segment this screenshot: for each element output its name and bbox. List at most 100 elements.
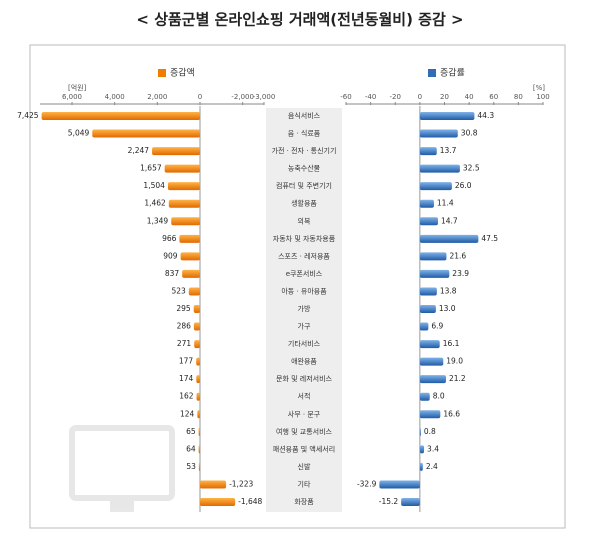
category-label: 가전 · 전자 · 통신기기 — [272, 146, 337, 155]
category-label: 가방 — [298, 304, 311, 313]
bar — [167, 182, 200, 191]
tick-label: 60 — [489, 93, 498, 101]
bar — [419, 182, 452, 191]
chart-title: < 상품군별 온라인쇼핑 거래액(전년동월비) 증감 > — [136, 11, 463, 29]
bar — [168, 199, 200, 208]
value-label: 16.1 — [443, 339, 460, 348]
tick-label: 80 — [514, 93, 523, 101]
bar — [419, 147, 437, 156]
value-label: 295 — [176, 304, 191, 313]
bar — [200, 480, 227, 489]
value-label: -15.2 — [379, 497, 399, 506]
value-label: 1,462 — [144, 199, 166, 208]
value-label: 21.2 — [449, 374, 466, 383]
value-label: 53 — [186, 462, 196, 471]
value-label: 21.6 — [449, 251, 466, 260]
bar — [419, 234, 479, 243]
value-label: 14.7 — [441, 216, 458, 225]
category-label: 여행 및 교통서비스 — [276, 427, 333, 436]
value-label: 13.8 — [440, 286, 457, 295]
bar — [188, 287, 200, 296]
bar — [198, 462, 200, 471]
category-label: 사무 · 문구 — [288, 409, 321, 418]
value-label: 32.5 — [463, 164, 480, 173]
value-label: -32.9 — [357, 479, 377, 488]
value-label: 2,247 — [128, 146, 150, 155]
category-label: 기타서비스 — [288, 339, 321, 348]
tick-label: -2,000 — [231, 93, 254, 101]
value-label: 5,049 — [68, 129, 90, 138]
bar — [152, 147, 200, 156]
value-label: 271 — [177, 339, 192, 348]
bar — [198, 445, 200, 454]
bar — [171, 217, 200, 226]
value-label: 8.0 — [433, 392, 445, 401]
bar — [194, 340, 200, 349]
tick-label: 100 — [536, 93, 549, 101]
bar — [200, 498, 236, 506]
category-label: 음식서비스 — [288, 111, 321, 120]
bar — [196, 392, 200, 401]
bar — [419, 340, 440, 349]
category-label: 패션용품 및 액세서리 — [273, 444, 335, 453]
value-label: 44.3 — [477, 111, 494, 120]
bar — [419, 217, 438, 226]
value-label: 523 — [172, 286, 187, 295]
bar — [419, 375, 446, 384]
bar — [419, 305, 436, 313]
bar — [419, 164, 460, 173]
category-column — [266, 108, 342, 512]
category-label: 문화 및 레저서비스 — [276, 374, 333, 383]
bar — [180, 252, 200, 261]
category-label: 농축수산물 — [288, 164, 321, 173]
legend-swatch — [428, 69, 436, 77]
bar — [193, 322, 200, 331]
value-label: 0.8 — [424, 427, 436, 436]
bar — [419, 269, 450, 278]
value-label: 13.0 — [439, 304, 456, 313]
bar — [419, 129, 458, 138]
category-label: 생활용품 — [291, 199, 317, 208]
frame — [29, 44, 566, 529]
tick-label: -3,000 — [253, 93, 276, 101]
value-label: 26.0 — [455, 181, 472, 190]
bar — [419, 322, 429, 331]
category-label: 자동차 및 자동차용품 — [273, 234, 336, 243]
value-label: 3.4 — [427, 444, 439, 453]
value-label: 16.6 — [443, 409, 460, 418]
legend-label: 증감액 — [170, 67, 195, 79]
value-label: 11.4 — [437, 199, 454, 208]
value-label: 1,349 — [147, 216, 169, 225]
bar — [419, 252, 447, 261]
category-label: 애완용품 — [291, 357, 317, 366]
bar — [379, 480, 420, 489]
value-label: 177 — [179, 357, 194, 366]
tick-label: -60 — [340, 93, 351, 101]
value-label: -1,223 — [229, 479, 253, 488]
value-label: 7,425 — [17, 111, 39, 120]
bar — [419, 462, 423, 471]
tick-label: 0 — [418, 93, 422, 101]
x2-unit: [%] — [533, 84, 545, 92]
category-label: 화장품 — [294, 497, 314, 506]
tick-label: -40 — [365, 93, 376, 101]
value-label: 13.7 — [440, 146, 457, 155]
value-label: 64 — [186, 444, 196, 453]
legend-label: 증감률 — [440, 67, 465, 79]
bar — [41, 112, 200, 120]
tick-label: 40 — [465, 93, 474, 101]
value-label: 2.4 — [426, 462, 438, 471]
category-label: 가구 — [298, 322, 311, 331]
bar — [179, 234, 200, 243]
value-label: 23.9 — [452, 269, 469, 278]
bar — [182, 269, 200, 278]
value-label: 6.9 — [431, 322, 443, 331]
tick-label: 0 — [198, 93, 202, 101]
category-label: 컴퓨터 및 주변기기 — [276, 181, 332, 190]
category-label: 기타 — [298, 479, 311, 488]
bar — [197, 410, 200, 419]
category-label: e쿠폰서비스 — [286, 269, 323, 278]
bar — [196, 357, 200, 366]
decor-monitor — [69, 425, 175, 512]
value-label: -1,648 — [238, 497, 262, 506]
